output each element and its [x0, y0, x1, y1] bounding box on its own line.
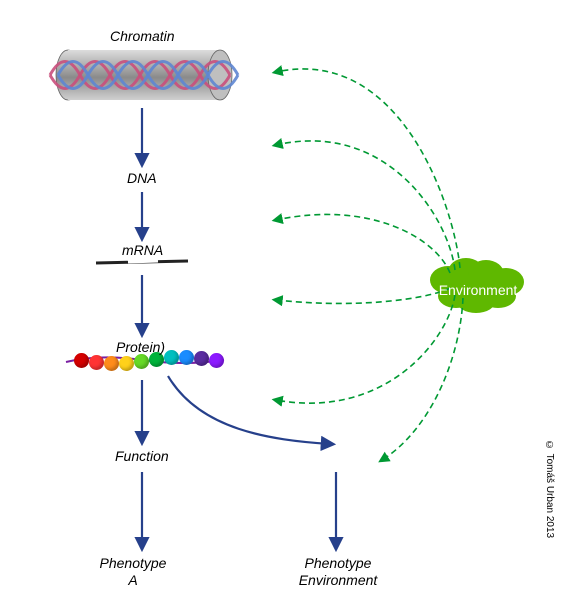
- environment-arrows: [276, 69, 463, 460]
- protein-residue: [179, 350, 194, 365]
- label-phenotype-a: Phenotype A: [93, 555, 173, 589]
- protein-residue: [89, 355, 104, 370]
- label-protein: Protein): [116, 339, 165, 356]
- copyright-text: © Tomáš Urban 2013: [544, 440, 555, 538]
- label-chromatin: Chromatin: [110, 28, 175, 45]
- environment-label: Environment: [432, 282, 524, 298]
- protein-residue: [134, 354, 149, 369]
- curved-blue-arrow: [168, 376, 330, 444]
- mrna-graphic: [96, 261, 188, 263]
- protein-residue: [104, 356, 119, 371]
- label-mrna: mRNA: [122, 242, 163, 259]
- label-dna: DNA: [127, 170, 157, 187]
- protein-residue: [209, 353, 224, 368]
- label-function: Function: [115, 448, 169, 465]
- protein-residue: [194, 351, 209, 366]
- label-phenotype-env: Phenotype Environment: [278, 555, 398, 589]
- protein-residue: [119, 356, 134, 371]
- chromatin-graphic: [50, 50, 238, 100]
- protein-residue: [164, 350, 179, 365]
- protein-residue: [74, 353, 89, 368]
- flow-arrows: [142, 108, 336, 546]
